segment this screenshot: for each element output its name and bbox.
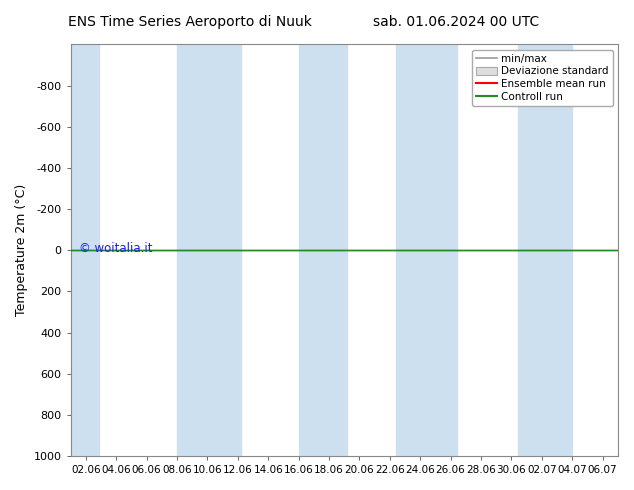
- Bar: [396, 45, 456, 456]
- Text: sab. 01.06.2024 00 UTC: sab. 01.06.2024 00 UTC: [373, 15, 540, 29]
- Text: ENS Time Series Aeroporto di Nuuk: ENS Time Series Aeroporto di Nuuk: [68, 15, 312, 29]
- Text: © woitalia.it: © woitalia.it: [79, 242, 152, 255]
- Legend: min/max, Deviazione standard, Ensemble mean run, Controll run: min/max, Deviazione standard, Ensemble m…: [472, 49, 612, 106]
- Bar: [517, 45, 573, 456]
- Bar: [70, 45, 100, 456]
- Y-axis label: Temperature 2m (°C): Temperature 2m (°C): [15, 184, 28, 317]
- Bar: [299, 45, 347, 456]
- Bar: [177, 45, 241, 456]
